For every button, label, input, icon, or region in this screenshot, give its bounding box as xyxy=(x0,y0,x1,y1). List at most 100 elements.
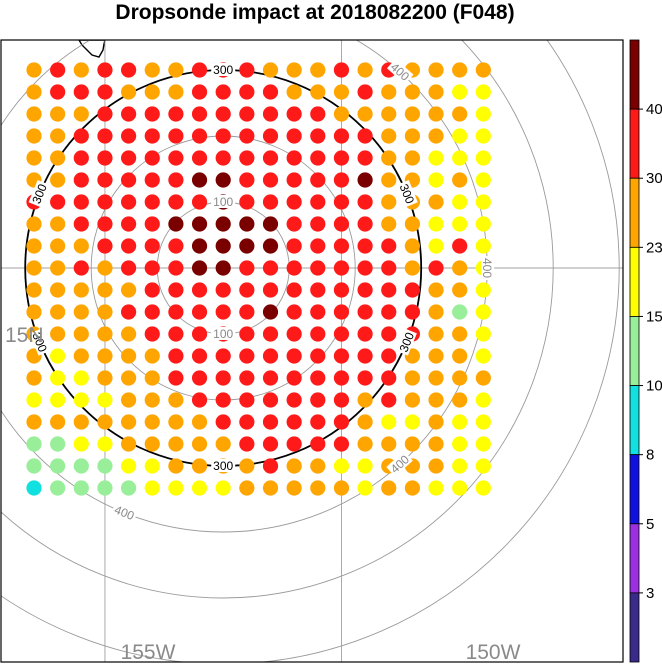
dropsonde-point xyxy=(97,392,113,408)
dropsonde-point xyxy=(404,282,420,298)
dropsonde-point xyxy=(452,62,468,78)
dropsonde-point xyxy=(168,370,184,386)
dropsonde-point xyxy=(428,414,444,430)
dropsonde-point xyxy=(333,172,350,188)
dropsonde-point xyxy=(357,370,373,386)
dropsonde-point xyxy=(286,62,302,78)
dropsonde-point xyxy=(333,150,350,166)
dropsonde-point xyxy=(381,348,397,364)
dropsonde-point xyxy=(191,392,208,408)
dropsonde-point xyxy=(239,348,255,364)
dropsonde-point xyxy=(333,304,350,320)
ring-label-bg xyxy=(395,328,417,356)
dropsonde-point xyxy=(333,62,350,78)
dropsonde-point xyxy=(404,304,420,320)
dropsonde-point xyxy=(26,436,42,452)
dropsonde-point xyxy=(357,260,373,276)
colorbar: 3 5 8 10 15 23 30 40 xyxy=(629,39,662,663)
dropsonde-point xyxy=(191,216,208,232)
colorbar-tick-label: 30 xyxy=(646,170,662,187)
colorbar-tick-label: 10 xyxy=(646,378,662,395)
dropsonde-point xyxy=(215,436,231,452)
dropsonde-point xyxy=(381,436,397,452)
dropsonde-point xyxy=(262,62,279,78)
dropsonde-point xyxy=(121,326,137,342)
dropsonde-point xyxy=(475,216,491,232)
dropsonde-point xyxy=(73,238,89,254)
dropsonde-point xyxy=(262,238,279,254)
dropsonde-point xyxy=(452,172,468,188)
dropsonde-point xyxy=(404,260,420,276)
chart-title: Dropsonde impact at 2018082200 (F048) xyxy=(115,1,514,24)
dropsonde-point xyxy=(73,106,89,122)
dropsonde-point xyxy=(121,106,137,122)
dropsonde-point xyxy=(262,216,279,232)
dropsonde-point xyxy=(475,304,491,320)
dropsonde-point xyxy=(357,84,373,100)
dropsonde-point xyxy=(286,348,302,364)
dropsonde-point xyxy=(333,194,350,210)
dropsonde-point xyxy=(50,326,66,342)
dropsonde-point xyxy=(333,260,350,276)
dropsonde-point xyxy=(428,216,444,232)
dropsonde-point xyxy=(333,414,350,430)
dropsonde-point xyxy=(215,172,231,188)
dropsonde-point xyxy=(428,480,444,496)
dropsonde-point xyxy=(310,150,326,166)
dropsonde-point xyxy=(121,304,137,320)
dropsonde-point xyxy=(452,238,468,254)
dropsonde-point xyxy=(452,282,468,298)
dropsonde-point xyxy=(428,370,444,386)
dropsonde-point xyxy=(26,216,42,232)
dropsonde-point xyxy=(191,282,208,298)
dropsonde-point xyxy=(381,84,397,100)
dropsonde-point xyxy=(239,62,255,78)
dropsonde-point xyxy=(428,150,444,166)
dropsonde-point xyxy=(215,238,231,254)
dropsonde-point xyxy=(73,414,89,430)
dropsonde-point xyxy=(286,260,302,276)
dropsonde-point xyxy=(357,194,373,210)
dropsonde-point xyxy=(452,216,468,232)
dropsonde-point xyxy=(144,326,160,342)
dropsonde-point xyxy=(333,84,350,100)
dropsonde-point xyxy=(452,480,468,496)
dropsonde-point xyxy=(215,84,231,100)
dropsonde-point xyxy=(97,414,113,430)
dropsonde-point xyxy=(26,260,42,276)
dropsonde-point xyxy=(121,480,137,496)
dropsonde-point xyxy=(428,260,444,276)
colorbar-segment xyxy=(629,454,640,525)
dropsonde-point xyxy=(239,194,255,210)
dropsonde-point xyxy=(262,348,279,364)
dropsonde-point xyxy=(286,414,302,430)
ring-label-100: 100 xyxy=(213,195,233,209)
dropsonde-point xyxy=(26,106,42,122)
dropsonde-point xyxy=(97,172,113,188)
dropsonde-point xyxy=(73,370,89,386)
dropsonde-point xyxy=(26,238,42,254)
dropsonde-point xyxy=(50,304,66,320)
dropsonde-point xyxy=(357,62,373,78)
dropsonde-point xyxy=(50,480,66,496)
dropsonde-point xyxy=(475,370,491,386)
dropsonde-point xyxy=(144,282,160,298)
dropsonde-point xyxy=(97,150,113,166)
dropsonde-point xyxy=(73,194,89,210)
dropsonde-point xyxy=(333,238,350,254)
ring-label-300: 300 xyxy=(213,459,233,473)
dropsonde-point xyxy=(50,62,66,78)
dropsonde-point xyxy=(239,172,255,188)
dropsonde-point xyxy=(404,414,420,430)
dropsonde-point xyxy=(262,480,279,496)
dropsonde-point xyxy=(73,458,89,474)
ring-label-bg xyxy=(211,327,236,340)
dropsonde-point xyxy=(310,128,326,144)
dropsonde-point xyxy=(475,392,491,408)
dropsonde-point xyxy=(215,392,231,408)
dropsonde-point xyxy=(144,480,160,496)
dropsonde-point xyxy=(428,304,444,320)
dropsonde-point xyxy=(452,414,468,430)
dropsonde-point xyxy=(357,238,373,254)
dropsonde-point xyxy=(286,216,302,232)
